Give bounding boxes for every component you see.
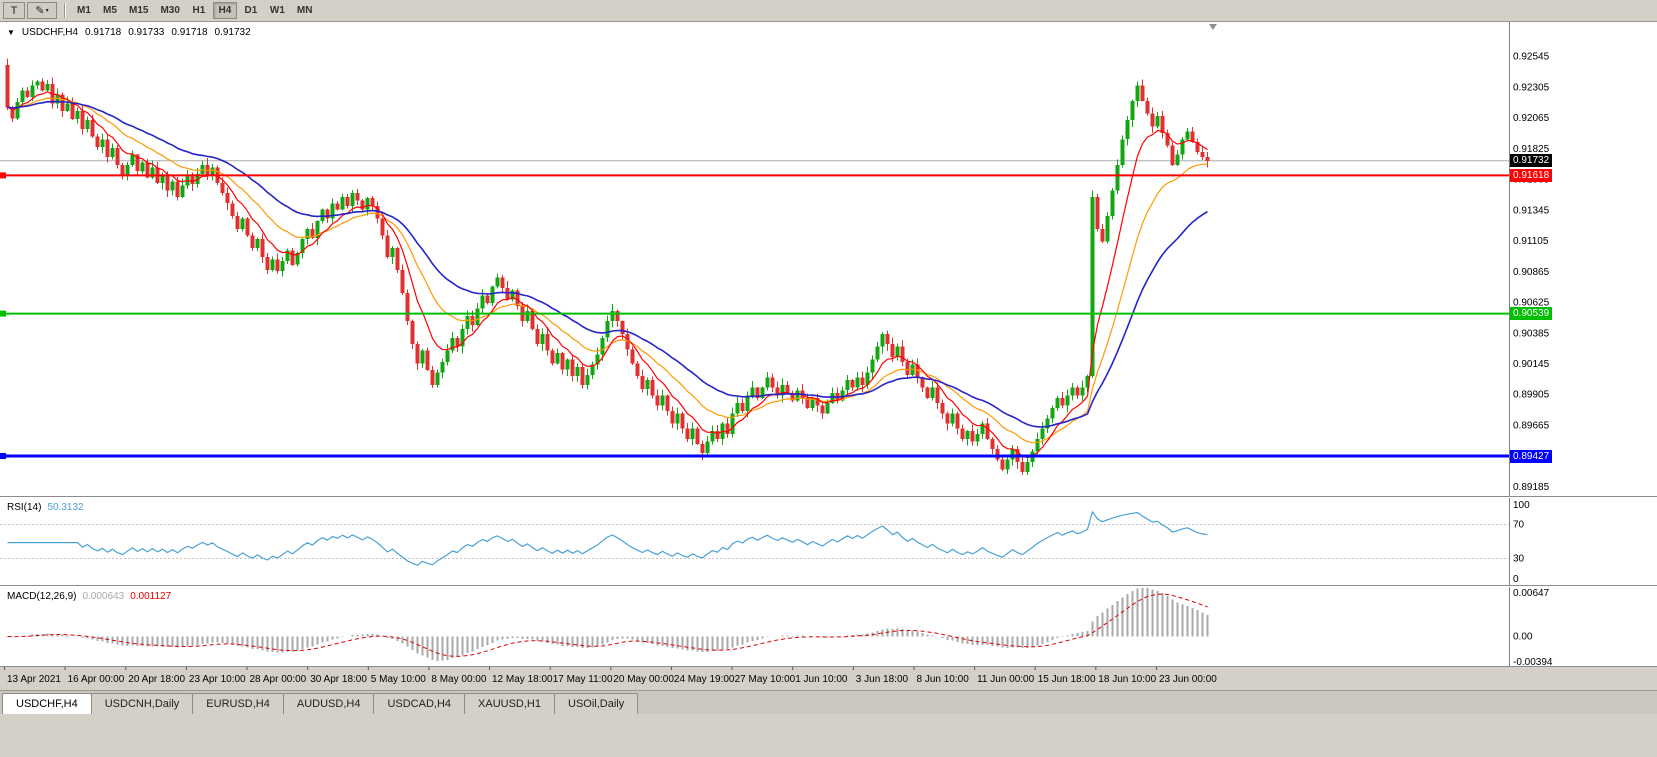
- time-axis-label: 27 May 10:00: [735, 674, 796, 685]
- price-label-current[interactable]: 0.91732: [1510, 154, 1553, 168]
- price-axis-label: 0.91345: [1513, 205, 1550, 216]
- chart-tab-bar: USDCHF,H4 USDCNH,Daily EURUSD,H4 AUDUSD,H4 U…: [0, 690, 1657, 714]
- price-axis-label: 0.90385: [1513, 328, 1550, 339]
- price-label-support[interactable]: 0.89427: [1510, 449, 1553, 463]
- time-axis-label: 11 Jun 00:00: [977, 674, 1035, 685]
- time-axis-label: 20 May 00:00: [613, 674, 674, 685]
- price-axis-label: 0.89665: [1513, 421, 1550, 432]
- timeframe-toolbar: M1 M5 M15 M30 H1 H4 D1 W1 MN: [72, 2, 317, 19]
- chart-tab-usdcnh-daily[interactable]: USDCNH,Daily: [90, 693, 194, 714]
- price-axis-label: 0.92545: [1513, 52, 1550, 63]
- moving-average-18: [7, 97, 1208, 444]
- panel-separators[interactable]: [0, 496, 1657, 587]
- chart-region: 0.925450.923050.920650.918250.915850.913…: [0, 22, 1657, 690]
- dropdown-caret-icon: ▾: [45, 8, 49, 14]
- candles-series: [5, 58, 1210, 476]
- ohlc-open: 0.91718: [85, 27, 122, 38]
- hline-handle-resistance[interactable]: [0, 172, 6, 179]
- chart-title: ▼ USDCHF,H4 0.91718 0.91733 0.91718 0.91…: [7, 27, 251, 38]
- chart-background[interactable]: [0, 22, 1657, 690]
- macd-axis-label: -0.00394: [1513, 657, 1553, 668]
- macd-signal-value: 0.001127: [130, 591, 172, 602]
- pencil-icon: ✎: [35, 5, 45, 17]
- timeframe-button-mn[interactable]: MN: [296, 5, 313, 16]
- chart-tab-usdchf-h4[interactable]: USDCHF,H4: [2, 693, 92, 714]
- price-axis-label: 0.90145: [1513, 359, 1550, 370]
- price-axis-label: 0.91825: [1513, 144, 1550, 155]
- price-axis-label: 0.91105: [1513, 236, 1549, 247]
- draw-tool-button[interactable]: ✎ ▾: [27, 2, 57, 19]
- timeframe-button-m30[interactable]: M30: [160, 5, 180, 16]
- time-axis-label: 30 Apr 18:00: [310, 674, 367, 685]
- price-axis-label: 0.90625: [1513, 298, 1550, 309]
- ohlc-high: 0.91733: [128, 27, 165, 38]
- chart-tab-eurusd-h4[interactable]: EURUSD,H4: [192, 693, 284, 714]
- time-axis-label: 18 Jun 10:00: [1098, 674, 1156, 685]
- hline-handle-support[interactable]: [0, 453, 6, 459]
- price-label-resistance[interactable]: 0.91618: [1510, 168, 1553, 182]
- chart-canvas[interactable]: 0.925450.923050.920650.918250.915850.913…: [0, 22, 1657, 690]
- toolbar: T ✎ ▾ M1 M5 M15 M30 H1 H4 D1 W1 MN: [0, 0, 1657, 22]
- price-axis[interactable]: 0.925450.923050.920650.918250.915850.913…: [1513, 52, 1550, 493]
- macd-main-value: 0.000643: [82, 591, 125, 602]
- timeframe-button-m15[interactable]: M15: [129, 5, 149, 16]
- time-axis-label: 28 Apr 00:00: [250, 674, 307, 685]
- toolbar-separator: [64, 3, 65, 18]
- time-axis-label: 15 Jun 18:00: [1038, 674, 1096, 685]
- chart-tab-audusd-h4[interactable]: AUDUSD,H4: [282, 693, 375, 714]
- chart-tab-xauusd-h1[interactable]: XAUUSD,H1: [464, 693, 555, 714]
- moving-average-34: [7, 100, 1208, 428]
- macd-axis-label: 0.00647: [1513, 588, 1550, 599]
- chart-template-button[interactable]: T: [3, 2, 25, 19]
- time-axis-label: 8 Jun 10:00: [917, 674, 970, 685]
- chart-tab-usoil-daily[interactable]: USOil,Daily: [554, 693, 639, 714]
- timeframe-button-d1[interactable]: D1: [244, 5, 258, 16]
- chart-shift-marker[interactable]: [1209, 24, 1217, 30]
- time-axis-label: 23 Apr 10:00: [189, 674, 246, 685]
- time-axis-label: 16 Apr 00:00: [68, 674, 125, 685]
- chart-tab-usdcad-h4[interactable]: USDCAD,H4: [373, 693, 466, 714]
- hline-handle-mid-support[interactable]: [0, 310, 6, 317]
- rsi-indicator-label: RSI(14) 50.3132: [7, 502, 84, 513]
- price-axis-label: 0.89905: [1513, 390, 1550, 401]
- ohlc-close: 0.91732: [214, 27, 251, 38]
- time-axis-label: 20 Apr 18:00: [128, 674, 185, 685]
- window-background: [0, 714, 1657, 757]
- chart-template-icon: T: [10, 4, 18, 17]
- macd-indicator-label: MACD(12,26,9) 0.000643 0.001127: [7, 591, 171, 602]
- time-axis-label: 24 May 19:00: [674, 674, 735, 685]
- ohlc-low: 0.91718: [171, 27, 208, 38]
- chart-symbol-label: USDCHF,H4: [21, 27, 79, 38]
- timeframe-button-h4[interactable]: H4: [212, 2, 237, 19]
- time-axis-label: 23 Jun 00:00: [1159, 674, 1217, 685]
- rsi-axis-label: 70: [1513, 520, 1525, 531]
- time-axis-label: 3 Jun 18:00: [856, 674, 909, 685]
- rsi-name: RSI(14): [7, 502, 42, 513]
- time-axis-label: 5 May 10:00: [371, 674, 426, 685]
- rsi-axis-label: 100: [1513, 500, 1530, 511]
- time-axis[interactable]: [0, 667, 1657, 690]
- price-axis-label: 0.92305: [1513, 82, 1550, 93]
- rsi-line: [7, 511, 1208, 566]
- price-label-mid-support[interactable]: 0.90539: [1510, 307, 1553, 321]
- timeframe-button-m5[interactable]: M5: [103, 5, 117, 16]
- time-axis-label: 8 May 00:00: [431, 674, 486, 685]
- price-axis-label: 0.89185: [1513, 482, 1550, 493]
- timeframe-button-w1[interactable]: W1: [269, 5, 285, 16]
- rsi-value: 50.3132: [47, 502, 84, 513]
- symbol-marker-icon[interactable]: ▼: [7, 27, 15, 37]
- time-axis-label: 13 Apr 2021: [7, 674, 61, 685]
- price-axis-label: 0.90865: [1513, 267, 1550, 278]
- time-axis-label: 12 May 18:00: [492, 674, 553, 685]
- time-axis-label: 1 Jun 10:00: [795, 674, 848, 685]
- rsi-axis-label: 30: [1513, 554, 1525, 565]
- price-axis-label: 0.92065: [1513, 113, 1550, 124]
- rsi-axis-label: 0: [1513, 574, 1519, 585]
- macd-name: MACD(12,26,9): [7, 591, 77, 602]
- timeframe-button-h1[interactable]: H1: [192, 5, 206, 16]
- timeframe-button-m1[interactable]: M1: [77, 5, 91, 16]
- macd-axis-label: 0.00: [1513, 632, 1533, 643]
- time-axis-label: 17 May 11:00: [553, 674, 613, 685]
